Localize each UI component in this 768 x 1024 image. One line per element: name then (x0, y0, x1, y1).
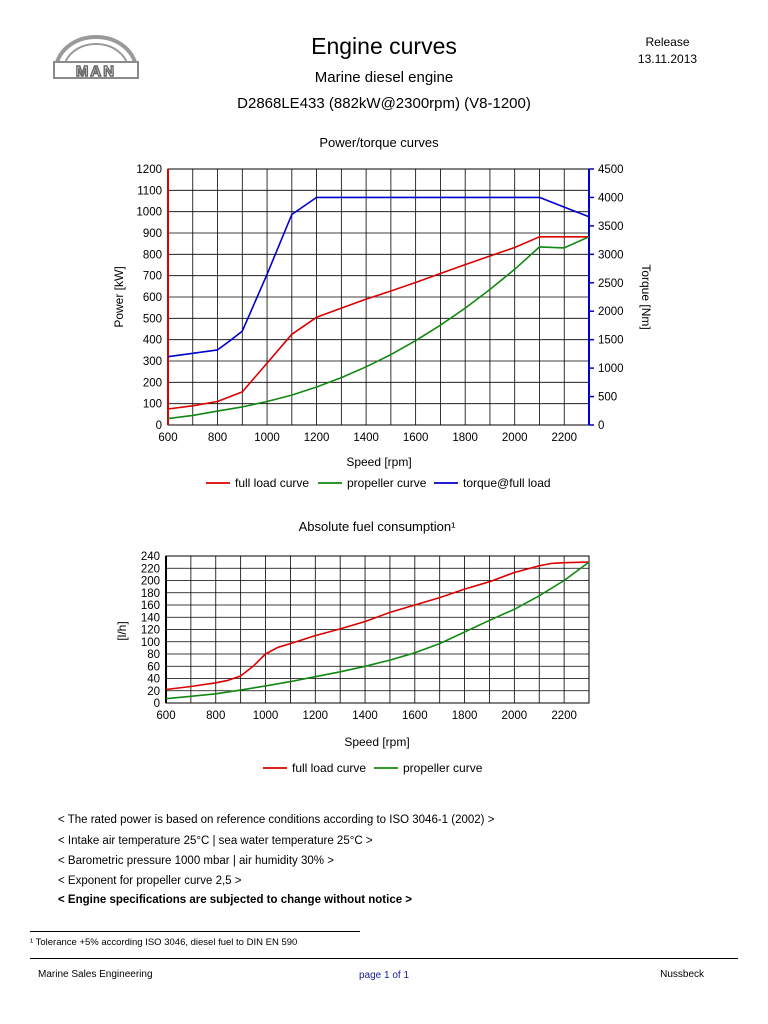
x-tick-label: 600 (156, 710, 175, 722)
legend2-propeller: propeller curve (403, 761, 483, 775)
x-tick-label: 1400 (352, 710, 378, 722)
chart1-title: Power/torque curves (319, 135, 439, 150)
footnote-divider (30, 931, 360, 932)
y-tick-label: 1100 (137, 185, 162, 197)
power-torque-chart: Power/torque curves 0 100 200 300 400 500 600 7… (112, 135, 653, 490)
footer-divider (30, 958, 738, 959)
note-temperature: < Intake air temperature 25°C | sea wate… (58, 835, 373, 847)
y-tick-label: 20 (147, 686, 160, 698)
y2-tick-label: 2000 (598, 306, 624, 318)
note-disclaimer: < Engine specifications are subjected to… (58, 894, 413, 906)
svg-text:MAN: MAN (76, 63, 116, 80)
y-tick-label: 240 (141, 551, 160, 563)
y2-tick-label: 1000 (598, 363, 624, 375)
x-tick-label: 1400 (353, 432, 379, 444)
y-tick-label: 120 (141, 625, 160, 637)
y2-tick-label: 3000 (598, 249, 624, 261)
fuel-consumption-chart: Absolute fuel consumption¹ 0204060801001… (115, 519, 590, 775)
x-tick-label: 1000 (254, 432, 280, 444)
y-tick-label: 800 (143, 249, 162, 261)
y-tick-label: 200 (143, 377, 162, 389)
x-tick-label: 1000 (253, 710, 279, 722)
footer-author: Nussbeck (660, 969, 704, 980)
x-tick-label: 1600 (403, 432, 429, 444)
legend-propeller: propeller curve (347, 476, 427, 490)
series-line-torque-full-load (167, 196, 590, 358)
chart2-ylabel: [l/h] (115, 621, 129, 640)
chart2-title: Absolute fuel consumption¹ (299, 519, 456, 534)
y-tick-label: 0 (156, 420, 162, 432)
engine-model: D2868LE433 (882kW@2300rpm) (V8-1200) (237, 95, 531, 112)
y-tick-label: 1000 (136, 207, 162, 219)
chart1-ylabel: Power [kW] (112, 266, 126, 327)
page-title: Engine curves (311, 33, 457, 59)
chart2-legend: full load curve propeller curve (263, 761, 483, 775)
footer-department: Marine Sales Engineering (38, 969, 153, 980)
note-rated-power: < The rated power is based on reference … (58, 814, 495, 826)
y2-tick-label: 500 (598, 392, 617, 404)
y-tick-label: 100 (141, 637, 160, 649)
x-tick-label: 800 (206, 710, 225, 722)
y-tick-label: 300 (143, 356, 162, 368)
x-tick-label: 800 (208, 432, 227, 444)
y2-tick-label: 4500 (598, 164, 624, 176)
x-tick-label: 1200 (304, 432, 330, 444)
y-tick-label: 900 (143, 228, 162, 240)
charts-canvas: Power/torque curves 01002003004005006007… (112, 135, 653, 775)
x-tick-label: 2000 (502, 432, 528, 444)
chart1-legend: full load curve propeller curve torque@f… (206, 476, 551, 490)
man-logo: MAN (53, 35, 139, 81)
y2-tick-label: 4000 (598, 192, 624, 204)
chart1-xlabel: Speed [rpm] (346, 455, 411, 469)
y-tick-label: 160 (141, 600, 160, 612)
x-tick-label: 1800 (452, 432, 478, 444)
x-tick-label: 1200 (302, 710, 328, 722)
x-tick-label: 2200 (551, 432, 577, 444)
y-tick-label: 180 (141, 588, 160, 600)
legend-full-load: full load curve (235, 476, 309, 490)
x-tick-label: 2200 (551, 710, 577, 722)
y-tick-label: 1200 (136, 164, 162, 176)
release-date: 13.11.2013 (637, 52, 698, 66)
y-tick-label: 100 (143, 399, 162, 411)
x-tick-label: 600 (158, 432, 177, 444)
x-tick-label: 1800 (452, 710, 478, 722)
series-line-propeller-curve (165, 561, 590, 700)
note-pressure: < Barometric pressure 1000 mbar | air hu… (58, 855, 334, 867)
y-tick-label: 500 (143, 313, 162, 325)
chart2-xlabel: Speed [rpm] (344, 735, 409, 749)
series-line-full-load-curve (165, 561, 590, 691)
y-tick-label: 220 (141, 563, 160, 575)
y-tick-label: 600 (143, 292, 162, 304)
y2-tick-label: 2500 (598, 278, 624, 290)
y-tick-label: 700 (143, 271, 162, 283)
legend-torque: torque@full load (463, 476, 551, 490)
footnote: ¹ Tolerance +5% according ISO 3046, dies… (30, 937, 298, 948)
y2-tick-label: 3500 (598, 221, 624, 233)
legend2-full-load: full load curve (292, 761, 366, 775)
y-tick-label: 60 (147, 661, 160, 673)
y-tick-label: 80 (147, 649, 160, 661)
release-label: Release (645, 35, 690, 49)
y-tick-label: 40 (147, 674, 160, 686)
series-line-full-load-curve (167, 236, 589, 410)
y2-tick-label: 1500 (598, 335, 624, 347)
y-tick-label: 400 (143, 335, 162, 347)
page-subtitle: Marine diesel engine (314, 69, 454, 86)
x-tick-label: 2000 (502, 710, 528, 722)
y2-tick-label: 0 (598, 420, 604, 432)
x-tick-label: 1600 (402, 710, 428, 722)
page-number: page 1 of 1 (358, 970, 410, 981)
y-tick-label: 200 (141, 576, 160, 588)
chart1-y2label: Torque [Nm] (639, 264, 653, 329)
note-exponent: < Exponent for propeller curve 2,5 > (58, 875, 242, 887)
series-line-propeller-curve (167, 236, 590, 420)
y-tick-label: 0 (154, 698, 160, 710)
y-tick-label: 140 (141, 612, 160, 624)
